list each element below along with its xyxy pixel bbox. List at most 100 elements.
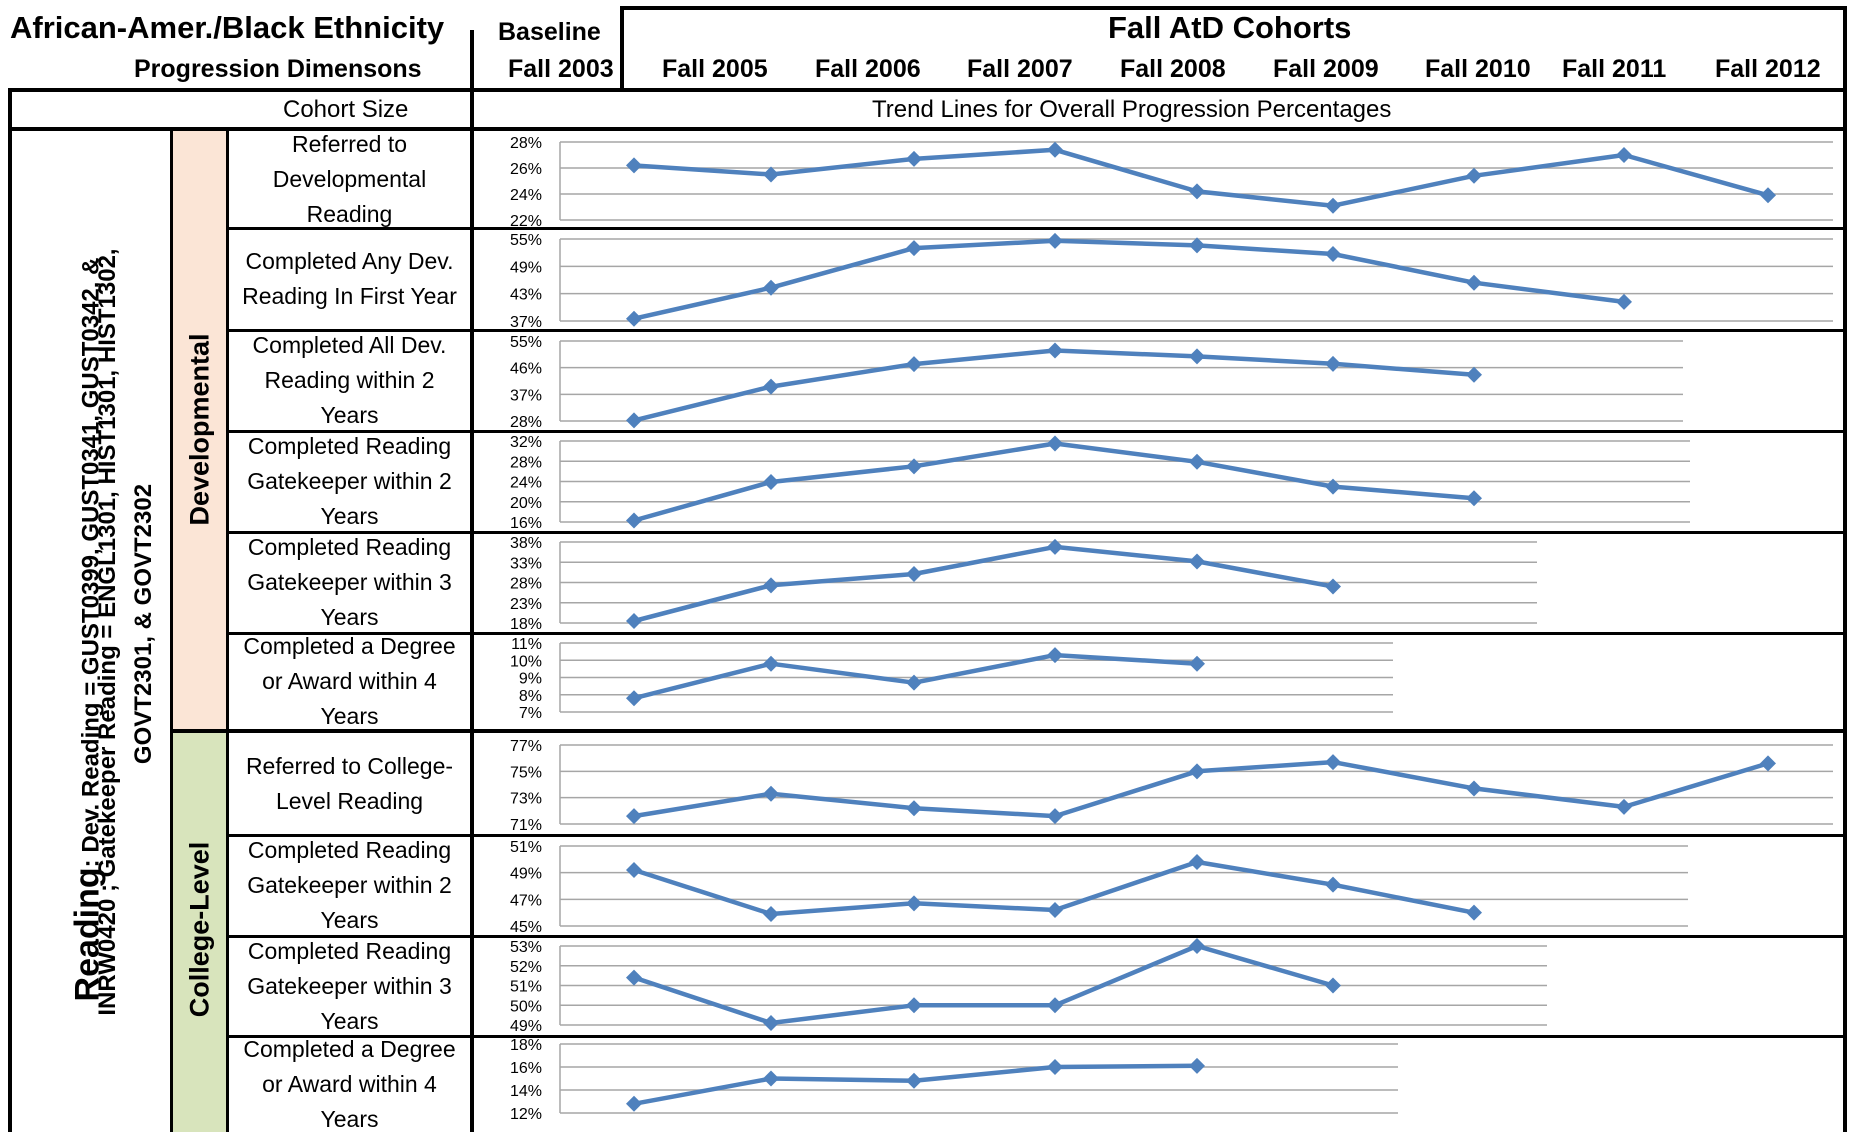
page-title: African-Amer./Black Ethnicity xyxy=(10,10,445,45)
cohorts-title: Fall AtD Cohorts xyxy=(1108,10,1352,45)
data-point xyxy=(1325,977,1341,994)
data-point xyxy=(626,612,642,629)
baseline-year: Fall 2003 xyxy=(508,55,614,83)
y-tick-label: 49% xyxy=(510,259,542,276)
trend-chart: 18% 16% 14% 12% xyxy=(510,1037,1398,1123)
data-point xyxy=(1760,187,1776,204)
data-point xyxy=(1189,348,1205,365)
data-point xyxy=(1466,904,1482,921)
data-point xyxy=(1325,478,1341,495)
y-tick-label: 16% xyxy=(510,515,542,532)
row-label: Referred to College-Level Reading xyxy=(245,753,454,814)
trend-chart: 51% 49% 47% 45% xyxy=(510,839,1688,936)
category-column-divider xyxy=(226,129,229,1132)
data-point xyxy=(906,240,922,257)
y-tick-label: 28% xyxy=(510,135,542,152)
y-tick-label: 73% xyxy=(510,791,542,808)
data-point xyxy=(1189,854,1205,870)
data-point xyxy=(626,1095,642,1112)
row-separator xyxy=(229,632,1847,635)
trend-chart: 77% 75% 73% 71% xyxy=(510,738,1833,834)
series-line xyxy=(633,238,1625,321)
data-point xyxy=(1047,141,1063,158)
data-point xyxy=(1466,167,1482,184)
y-tick-label: 75% xyxy=(510,764,542,781)
data-point xyxy=(626,412,642,429)
data-point xyxy=(906,1072,922,1089)
y-tick-label: 16% xyxy=(510,1060,542,1077)
data-point xyxy=(626,808,642,825)
data-point xyxy=(1466,780,1482,797)
data-point xyxy=(1466,366,1482,383)
college-level-panel xyxy=(173,733,226,1132)
data-point xyxy=(1466,274,1482,291)
cohort-year-header: Fall 2009 xyxy=(1273,55,1379,83)
y-tick-label: 38% xyxy=(510,535,542,552)
data-point xyxy=(763,906,779,922)
data-point xyxy=(626,512,642,529)
trend-chart: 38% 33% 28% 23% 18% xyxy=(510,535,1537,633)
y-tick-label: 47% xyxy=(510,892,542,909)
data-point xyxy=(1047,435,1063,452)
data-point xyxy=(906,800,922,817)
y-tick-label: 7% xyxy=(519,705,542,722)
y-tick-label: 11% xyxy=(511,636,542,653)
trend-lines-label: Trend Lines for Overall Progression Perc… xyxy=(872,96,1392,123)
row-separator xyxy=(229,531,1847,534)
data-point xyxy=(906,997,922,1014)
data-point xyxy=(1616,798,1632,815)
trend-chart: 32% 28% 24% 20% 16% xyxy=(510,434,1690,532)
y-tick-label: 77% xyxy=(510,738,542,755)
data-point xyxy=(763,378,779,395)
page-subtitle: Progression Dimensons xyxy=(134,55,422,83)
cohort-year-header: Fall 2006 xyxy=(815,55,921,83)
data-point xyxy=(1047,342,1063,359)
trend-chart: 28% 26% 24% 22% xyxy=(510,135,1833,230)
y-tick-label: 37% xyxy=(510,387,542,404)
y-tick-label: 24% xyxy=(510,187,542,204)
y-tick-label: 10% xyxy=(510,653,542,670)
data-point xyxy=(1189,1057,1205,1074)
y-tick-label: 24% xyxy=(510,475,542,492)
y-tick-label: 28% xyxy=(510,414,542,431)
y-tick-label: 45% xyxy=(510,919,542,936)
row-separator xyxy=(229,935,1847,938)
y-tick-label: 49% xyxy=(510,1018,542,1035)
row-label: Completed Reading Gatekeeper within 2 Ye… xyxy=(247,837,452,933)
data-point xyxy=(1047,232,1063,249)
baseline-label: Baseline xyxy=(498,18,601,46)
series-line xyxy=(633,147,1769,208)
data-point xyxy=(1047,647,1063,664)
row-label: Completed Reading Gatekeeper within 3 Ye… xyxy=(247,534,452,630)
cohort-year-header: Fall 2005 xyxy=(662,55,768,83)
data-point xyxy=(1325,197,1341,214)
data-point xyxy=(1616,147,1632,163)
data-point xyxy=(763,785,779,802)
data-point xyxy=(906,150,922,167)
y-tick-label: 28% xyxy=(510,454,542,471)
data-point xyxy=(1189,938,1205,954)
category-divider xyxy=(170,729,1847,733)
y-tick-label: 43% xyxy=(510,287,542,304)
cohort-size-label: Cohort Size xyxy=(283,96,409,123)
data-point xyxy=(906,674,922,691)
y-tick-label: 71% xyxy=(510,817,542,834)
data-point xyxy=(1189,183,1205,200)
data-point xyxy=(1760,755,1776,772)
y-tick-label: 46% xyxy=(510,361,542,378)
cohort-year-header: Fall 2008 xyxy=(1120,55,1226,83)
cohort-year-header: Fall 2007 xyxy=(967,55,1073,83)
data-point xyxy=(763,279,779,296)
y-tick-label: 14% xyxy=(510,1083,542,1100)
data-point xyxy=(1325,876,1341,893)
row-label: Completed a Degree or Award within 4 Yea… xyxy=(243,632,456,729)
row-label: Completed Any Dev. Reading In First Year xyxy=(242,248,457,309)
data-point xyxy=(1047,538,1063,555)
trend-chart: 53% 52% 51% 50% 49% xyxy=(510,938,1547,1035)
y-tick-label: 18% xyxy=(510,616,542,633)
data-point xyxy=(1189,655,1205,672)
data-point xyxy=(1325,246,1341,263)
trend-chart: 11%10%9%8%7% xyxy=(510,636,1393,722)
row-separator xyxy=(229,227,1847,230)
data-point xyxy=(626,690,642,707)
